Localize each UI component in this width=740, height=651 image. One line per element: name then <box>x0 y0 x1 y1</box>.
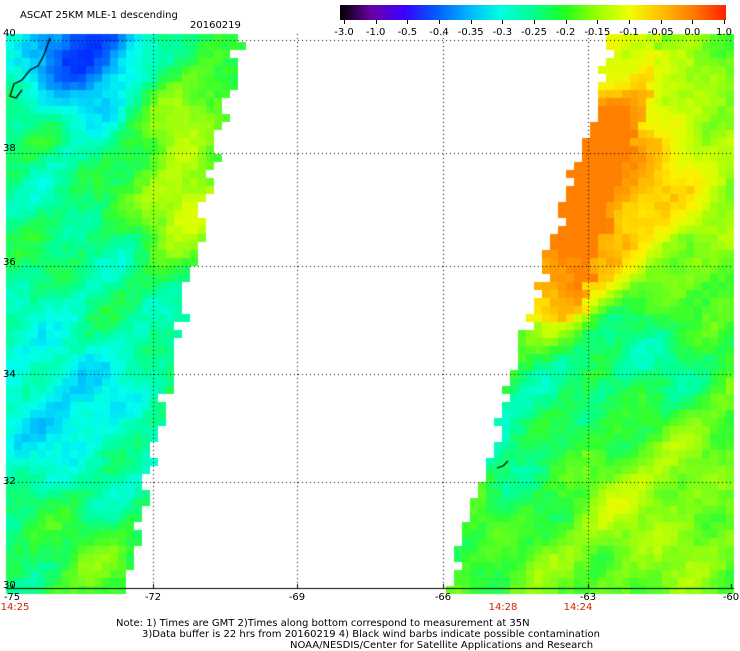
color-scale-tick <box>660 20 662 24</box>
lon-label-72: -72 <box>144 592 162 603</box>
color-scale-label: -0.5 <box>397 27 418 38</box>
time-label-1425: 14:25 <box>0 602 30 613</box>
color-scale-label: 1.0 <box>716 27 732 38</box>
color-scale-bar <box>340 5 726 20</box>
map-title: ASCAT 25KM MLE-1 descending <box>20 10 178 21</box>
lon-label-69: -69 <box>288 592 306 603</box>
color-scale-label: -0.3 <box>492 27 513 38</box>
lon-label-60: -60 <box>722 592 740 603</box>
map-date: 20160219 <box>190 20 241 31</box>
lat-label-38: 38 <box>3 143 16 154</box>
time-label-1424: 14:24 <box>563 602 593 613</box>
color-scale-tick <box>470 20 472 24</box>
color-scale-tick <box>597 20 599 24</box>
color-scale-label: -0.25 <box>521 27 547 38</box>
color-scale-label: -0.05 <box>647 27 674 38</box>
color-scale-tick <box>375 20 377 24</box>
lon-label-63: -63 <box>579 592 597 603</box>
color-scale-label: -0.4 <box>429 27 449 38</box>
color-scale-label: 0.0 <box>684 27 701 38</box>
color-scale-label: -0.1 <box>619 27 639 38</box>
note-line-1: Note: 1) Times are GMT 2)Times along bot… <box>116 618 530 629</box>
note-line-2: 3)Data buffer is 22 hrs from 20160219 4)… <box>142 629 600 640</box>
lon-label-66: -66 <box>434 592 452 603</box>
color-scale-label: -0.35 <box>457 27 484 38</box>
lat-label-30: 30 <box>3 580 16 591</box>
color-scale-tick <box>344 20 345 24</box>
color-scale-tick <box>692 20 694 24</box>
color-scale-tick <box>629 20 630 24</box>
lon-label-75: -75 <box>3 592 21 603</box>
time-label-1428: 14:28 <box>488 602 518 613</box>
color-scale-tick <box>724 20 725 24</box>
lat-label-40: 40 <box>3 28 16 39</box>
color-scale-tick <box>502 20 504 24</box>
color-scale-label: -3.0 <box>334 27 354 38</box>
color-scale-label: -0.15 <box>584 27 611 38</box>
color-scale-label: -0.2 <box>555 27 576 38</box>
lat-label-32: 32 <box>3 476 16 487</box>
color-scale-tick <box>407 20 409 24</box>
lat-label-36: 36 <box>3 257 16 268</box>
lat-label-34: 34 <box>3 369 16 380</box>
color-scale-tick <box>534 20 535 24</box>
note-line-3: NOAA/NESDIS/Center for Satellite Applica… <box>290 640 594 651</box>
color-scale-tick <box>565 20 567 24</box>
color-scale-tick <box>439 20 440 24</box>
color-scale-label: -1.0 <box>365 27 386 38</box>
